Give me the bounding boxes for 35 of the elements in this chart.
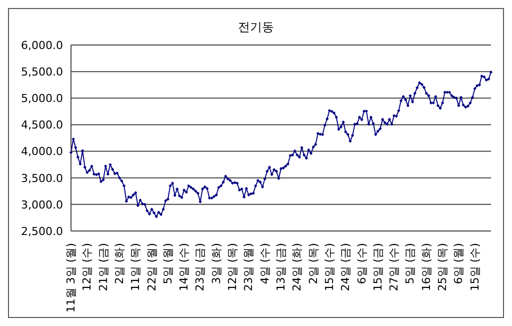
x-tick-label: 11월 3일 (월): [64, 243, 78, 313]
chart-title: 전기동: [237, 19, 275, 36]
x-tick-label: 5일 (월): [161, 243, 174, 284]
x-tick-label: 24일 (금): [339, 243, 352, 292]
x-tick-label: 6일 (수): [355, 243, 368, 284]
x-tick-label: 3일 (화): [210, 243, 223, 284]
y-tick-label: 6,000.0: [21, 38, 63, 52]
y-tick-label: 3,500.0: [21, 172, 63, 185]
x-tick-label: 2일 (목): [306, 243, 320, 284]
x-tick-label: 15일 (수): [322, 243, 336, 292]
y-tick-label: 3,000.0: [21, 198, 63, 212]
x-tick-label: 23일 (월): [242, 243, 256, 292]
x-tick-label: 16일 (화): [420, 243, 433, 292]
x-tick-label: 15일 (수): [468, 243, 482, 292]
x-tick-label: 11일 (목): [129, 243, 142, 292]
x-tick-label: 13일 (금): [274, 243, 288, 292]
x-tick-label: 23일 (금): [194, 243, 207, 292]
y-tick-label: 4,000.0: [21, 145, 63, 158]
y-tick-label: 4,500.0: [21, 118, 63, 132]
x-tick-label: 12일 (목): [226, 243, 240, 292]
x-tick-label: 27일 (수): [388, 243, 401, 292]
x-tick-label: 12일 (수): [80, 243, 94, 292]
x-tick-label: 2일 (화): [112, 243, 126, 284]
y-tick-label: 2,500.0: [21, 224, 63, 238]
x-tick-label: 25일 (목): [436, 243, 450, 292]
x-tick-label: 6일 (월): [452, 243, 466, 284]
y-tick-label: 5,000.0: [21, 92, 63, 106]
x-tick-label: 22일 (월): [145, 243, 158, 292]
x-tick-label: 4일 (수): [258, 243, 272, 284]
x-tick-label: 15일 (금): [371, 243, 384, 292]
y-tick-label: 5,500.0: [21, 65, 63, 78]
x-tick-label: 21일 (금): [96, 243, 110, 292]
x-tick-label: 14일 (수): [178, 243, 191, 292]
x-tick-label: 24일 (화): [290, 243, 304, 292]
x-tick-label: 5일 (금): [404, 243, 417, 284]
